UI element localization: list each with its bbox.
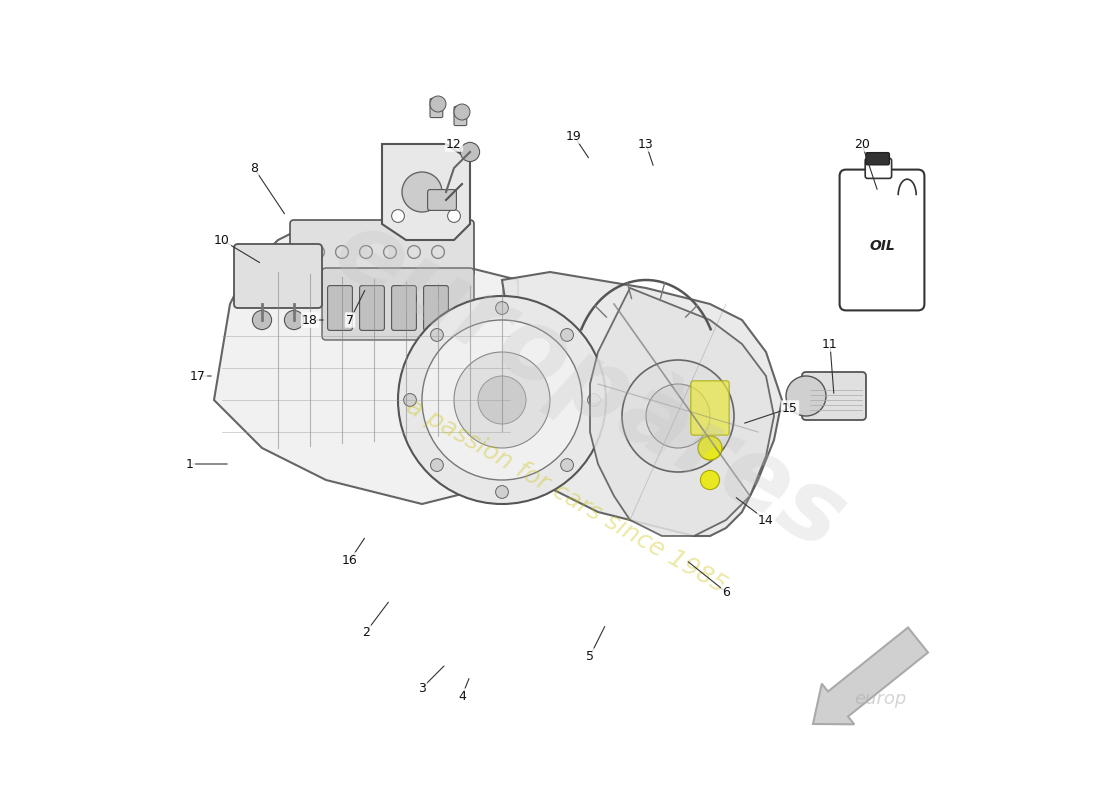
Circle shape	[454, 352, 550, 448]
Text: a passion for cars since 1985: a passion for cars since 1985	[402, 394, 730, 598]
Text: OIL: OIL	[869, 239, 895, 254]
Circle shape	[392, 210, 405, 222]
Text: 3: 3	[418, 682, 426, 694]
Circle shape	[285, 310, 304, 330]
Text: 1: 1	[186, 458, 194, 470]
Circle shape	[478, 376, 526, 424]
Polygon shape	[590, 288, 774, 536]
FancyBboxPatch shape	[424, 286, 449, 330]
Circle shape	[402, 172, 442, 212]
FancyBboxPatch shape	[430, 98, 443, 118]
Text: 6: 6	[722, 586, 730, 598]
FancyBboxPatch shape	[392, 286, 417, 330]
Circle shape	[561, 329, 573, 342]
Text: europàres: europàres	[317, 197, 864, 571]
Polygon shape	[382, 144, 470, 240]
FancyBboxPatch shape	[322, 268, 474, 340]
Circle shape	[454, 104, 470, 120]
FancyBboxPatch shape	[866, 158, 892, 178]
Circle shape	[430, 96, 446, 112]
Text: europ: europ	[854, 690, 906, 708]
Circle shape	[561, 458, 573, 471]
Text: 20: 20	[854, 138, 870, 150]
Text: 12: 12	[447, 138, 462, 150]
FancyBboxPatch shape	[290, 220, 474, 276]
Circle shape	[621, 360, 734, 472]
Circle shape	[496, 302, 508, 314]
Circle shape	[786, 376, 826, 416]
Text: 15: 15	[782, 402, 797, 414]
Circle shape	[646, 384, 710, 448]
Circle shape	[422, 320, 582, 480]
Text: 4: 4	[458, 690, 466, 702]
Circle shape	[461, 142, 480, 162]
Circle shape	[587, 394, 601, 406]
Text: 10: 10	[214, 234, 230, 246]
Polygon shape	[214, 232, 518, 504]
Circle shape	[252, 310, 272, 330]
Text: 8: 8	[250, 162, 258, 174]
Circle shape	[398, 296, 606, 504]
FancyBboxPatch shape	[839, 170, 924, 310]
Text: 5: 5	[586, 650, 594, 662]
Text: 19: 19	[566, 130, 582, 142]
FancyArrow shape	[813, 627, 928, 724]
Text: 16: 16	[342, 554, 358, 566]
Text: 13: 13	[638, 138, 653, 150]
Circle shape	[701, 470, 719, 490]
Circle shape	[698, 436, 722, 460]
Polygon shape	[502, 272, 782, 536]
Text: 2: 2	[362, 626, 370, 638]
FancyBboxPatch shape	[234, 244, 322, 308]
FancyBboxPatch shape	[360, 286, 384, 330]
Circle shape	[430, 329, 443, 342]
Text: 18: 18	[302, 314, 318, 326]
Text: 17: 17	[190, 370, 206, 382]
Text: 14: 14	[758, 514, 774, 526]
Circle shape	[448, 210, 461, 222]
FancyBboxPatch shape	[866, 153, 890, 165]
Circle shape	[496, 486, 508, 498]
Text: 11: 11	[822, 338, 838, 350]
Circle shape	[430, 458, 443, 471]
Text: 7: 7	[346, 314, 354, 326]
FancyBboxPatch shape	[802, 372, 866, 420]
FancyBboxPatch shape	[454, 106, 466, 126]
FancyBboxPatch shape	[328, 286, 352, 330]
Circle shape	[404, 394, 417, 406]
FancyBboxPatch shape	[691, 381, 729, 435]
FancyBboxPatch shape	[428, 190, 456, 210]
